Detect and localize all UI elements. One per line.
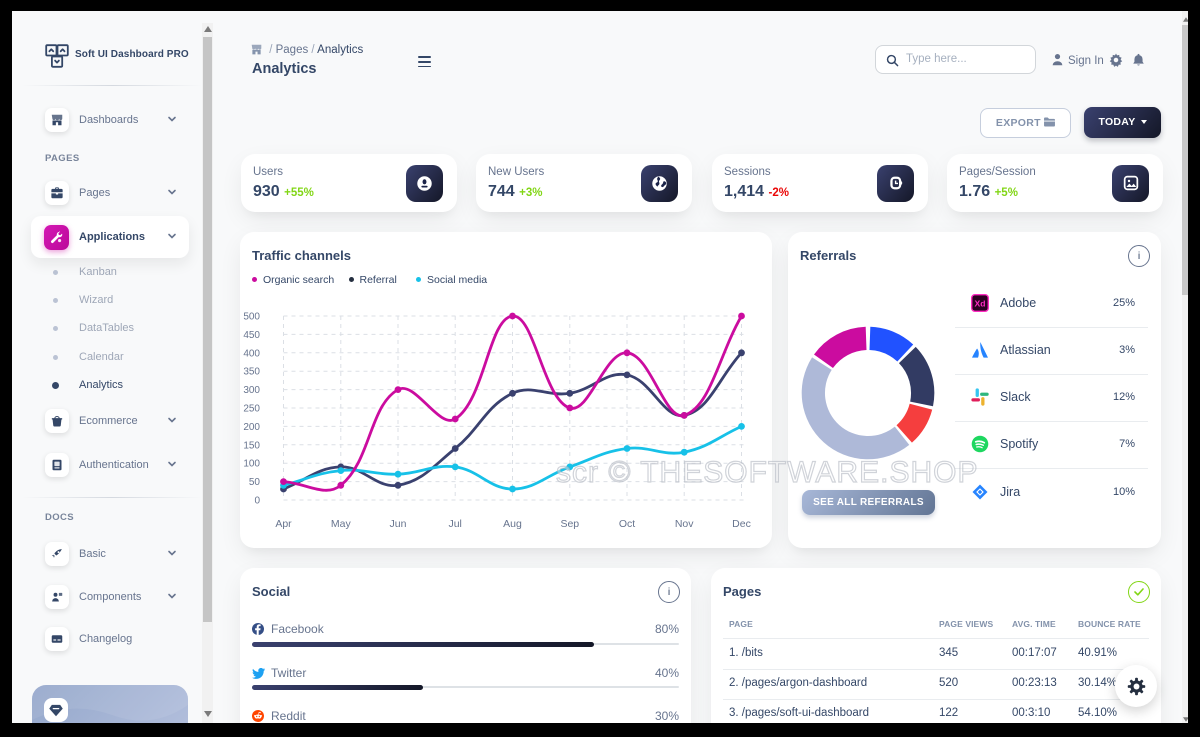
svg-text:250: 250 (243, 404, 260, 415)
svg-text:Apr: Apr (275, 518, 292, 530)
svg-text:150: 150 (243, 440, 260, 451)
svg-text:0: 0 (254, 496, 260, 507)
svg-text:Nov: Nov (675, 518, 694, 530)
svg-text:Oct: Oct (619, 518, 635, 530)
svg-text:400: 400 (243, 348, 260, 359)
svg-text:200: 200 (243, 422, 260, 433)
svg-text:450: 450 (243, 330, 260, 341)
svg-text:300: 300 (243, 385, 260, 396)
svg-text:100: 100 (243, 459, 260, 470)
svg-text:Aug: Aug (503, 518, 522, 530)
svg-text:50: 50 (249, 477, 261, 488)
svg-text:500: 500 (243, 312, 260, 323)
svg-text:May: May (331, 518, 352, 530)
svg-text:Jul: Jul (448, 518, 461, 530)
svg-text:350: 350 (243, 367, 260, 378)
svg-text:Sep: Sep (560, 518, 579, 530)
svg-text:Xd: Xd (975, 298, 986, 308)
svg-text:Dec: Dec (732, 518, 751, 530)
svg-text:Jun: Jun (390, 518, 407, 530)
